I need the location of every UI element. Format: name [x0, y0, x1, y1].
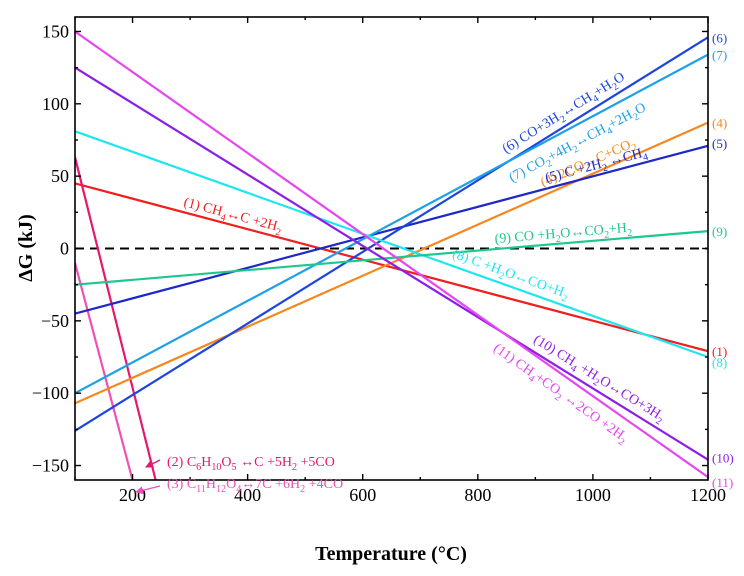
- series-label-arrow-3: [135, 485, 161, 495]
- series-label-8: (8) C +H2O↔CO+H2: [449, 247, 570, 305]
- series-line-7: [75, 53, 708, 395]
- series-label-group-6: (6) CO+3H2↔CH4+H2O: [500, 70, 629, 160]
- series-label-group-9: (9) CO +H2O↔CO2+H2: [494, 221, 633, 251]
- series-label-1: (1) CH4↔C +2H2: [181, 195, 283, 238]
- x-axis-title: Temperature (°C): [315, 543, 467, 565]
- series-line-1: [75, 182, 708, 353]
- x-tick-label: 200: [119, 485, 146, 505]
- y-tick-label: −50: [41, 311, 69, 331]
- x-tick-label: 1000: [575, 485, 611, 505]
- end-label-5: (5): [712, 136, 727, 151]
- series-inline-labels: (1) CH4↔C +2H2(4) 2CO↔C+CO2(5) C +2H2 ↔C…: [135, 70, 664, 495]
- y-tick-label: 0: [60, 239, 69, 259]
- series-line-11: [75, 30, 708, 478]
- series-label-11: (11) CH4+CO2 ↔2CO +2H2: [489, 341, 631, 448]
- series-line-10: [75, 66, 708, 461]
- series-label-arrow-2: [145, 459, 161, 468]
- series-line-3: [75, 262, 134, 480]
- y-tick-label: −150: [32, 456, 69, 476]
- end-label-11: (11): [712, 475, 733, 490]
- series-label-group-7: (7) CO2+4H2↔CH4+2H2O: [507, 100, 651, 188]
- series-label-3: (3) C11H12O4↔7C +6H2 +4CO: [167, 477, 343, 495]
- end-label-9: (9): [712, 224, 727, 239]
- end-label-6: (6): [712, 30, 727, 45]
- x-tick-label: 800: [464, 485, 491, 505]
- series-line-2: [75, 157, 157, 480]
- y-tick-label: 50: [51, 166, 69, 186]
- end-label-10: (10): [712, 451, 734, 466]
- series-line-6: [75, 36, 708, 432]
- series-label-6: (6) CO+3H2↔CH4+H2O: [500, 70, 629, 160]
- end-label-7: (7): [712, 48, 727, 63]
- y-tick-label: 100: [42, 94, 69, 114]
- x-tick-label: 600: [349, 485, 376, 505]
- end-label-8: (8): [712, 355, 727, 370]
- series-label-5: (5) C +2H2 ↔CH4: [544, 145, 650, 189]
- series-label-group-5: (5) C +2H2 ↔CH4: [544, 145, 650, 189]
- y-tick-label: −100: [32, 383, 69, 403]
- series-line-8: [75, 130, 708, 359]
- series-label-9: (9) CO +H2O↔CO2+H2: [494, 221, 633, 251]
- x-tick-label: 400: [234, 485, 261, 505]
- end-label-1: (1): [712, 344, 727, 359]
- end-label-4: (4): [712, 116, 727, 131]
- y-axis-title: ΔG (kJ): [15, 214, 37, 282]
- series-label-group-1: (1) CH4↔C +2H2: [181, 195, 283, 238]
- series-lines: [75, 30, 708, 480]
- series-line-5: [75, 144, 708, 315]
- series-label-group-11: (11) CH4+CO2 ↔2CO +2H2: [489, 341, 631, 448]
- series-label-2: (2) C6H10O5 ↔C +5H2 +5CO: [167, 455, 335, 473]
- x-tick-label: 1200: [690, 485, 726, 505]
- y-tick-label: 150: [42, 21, 69, 41]
- series-end-labels: (1) (4) (5) (6) (7) (8) (9) (10) (11): [712, 30, 734, 490]
- series-label-group-8: (8) C +H2O↔CO+H2: [449, 247, 570, 305]
- series-line-9: [75, 230, 708, 286]
- series-label-7: (7) CO2+4H2↔CH4+2H2O: [507, 100, 651, 188]
